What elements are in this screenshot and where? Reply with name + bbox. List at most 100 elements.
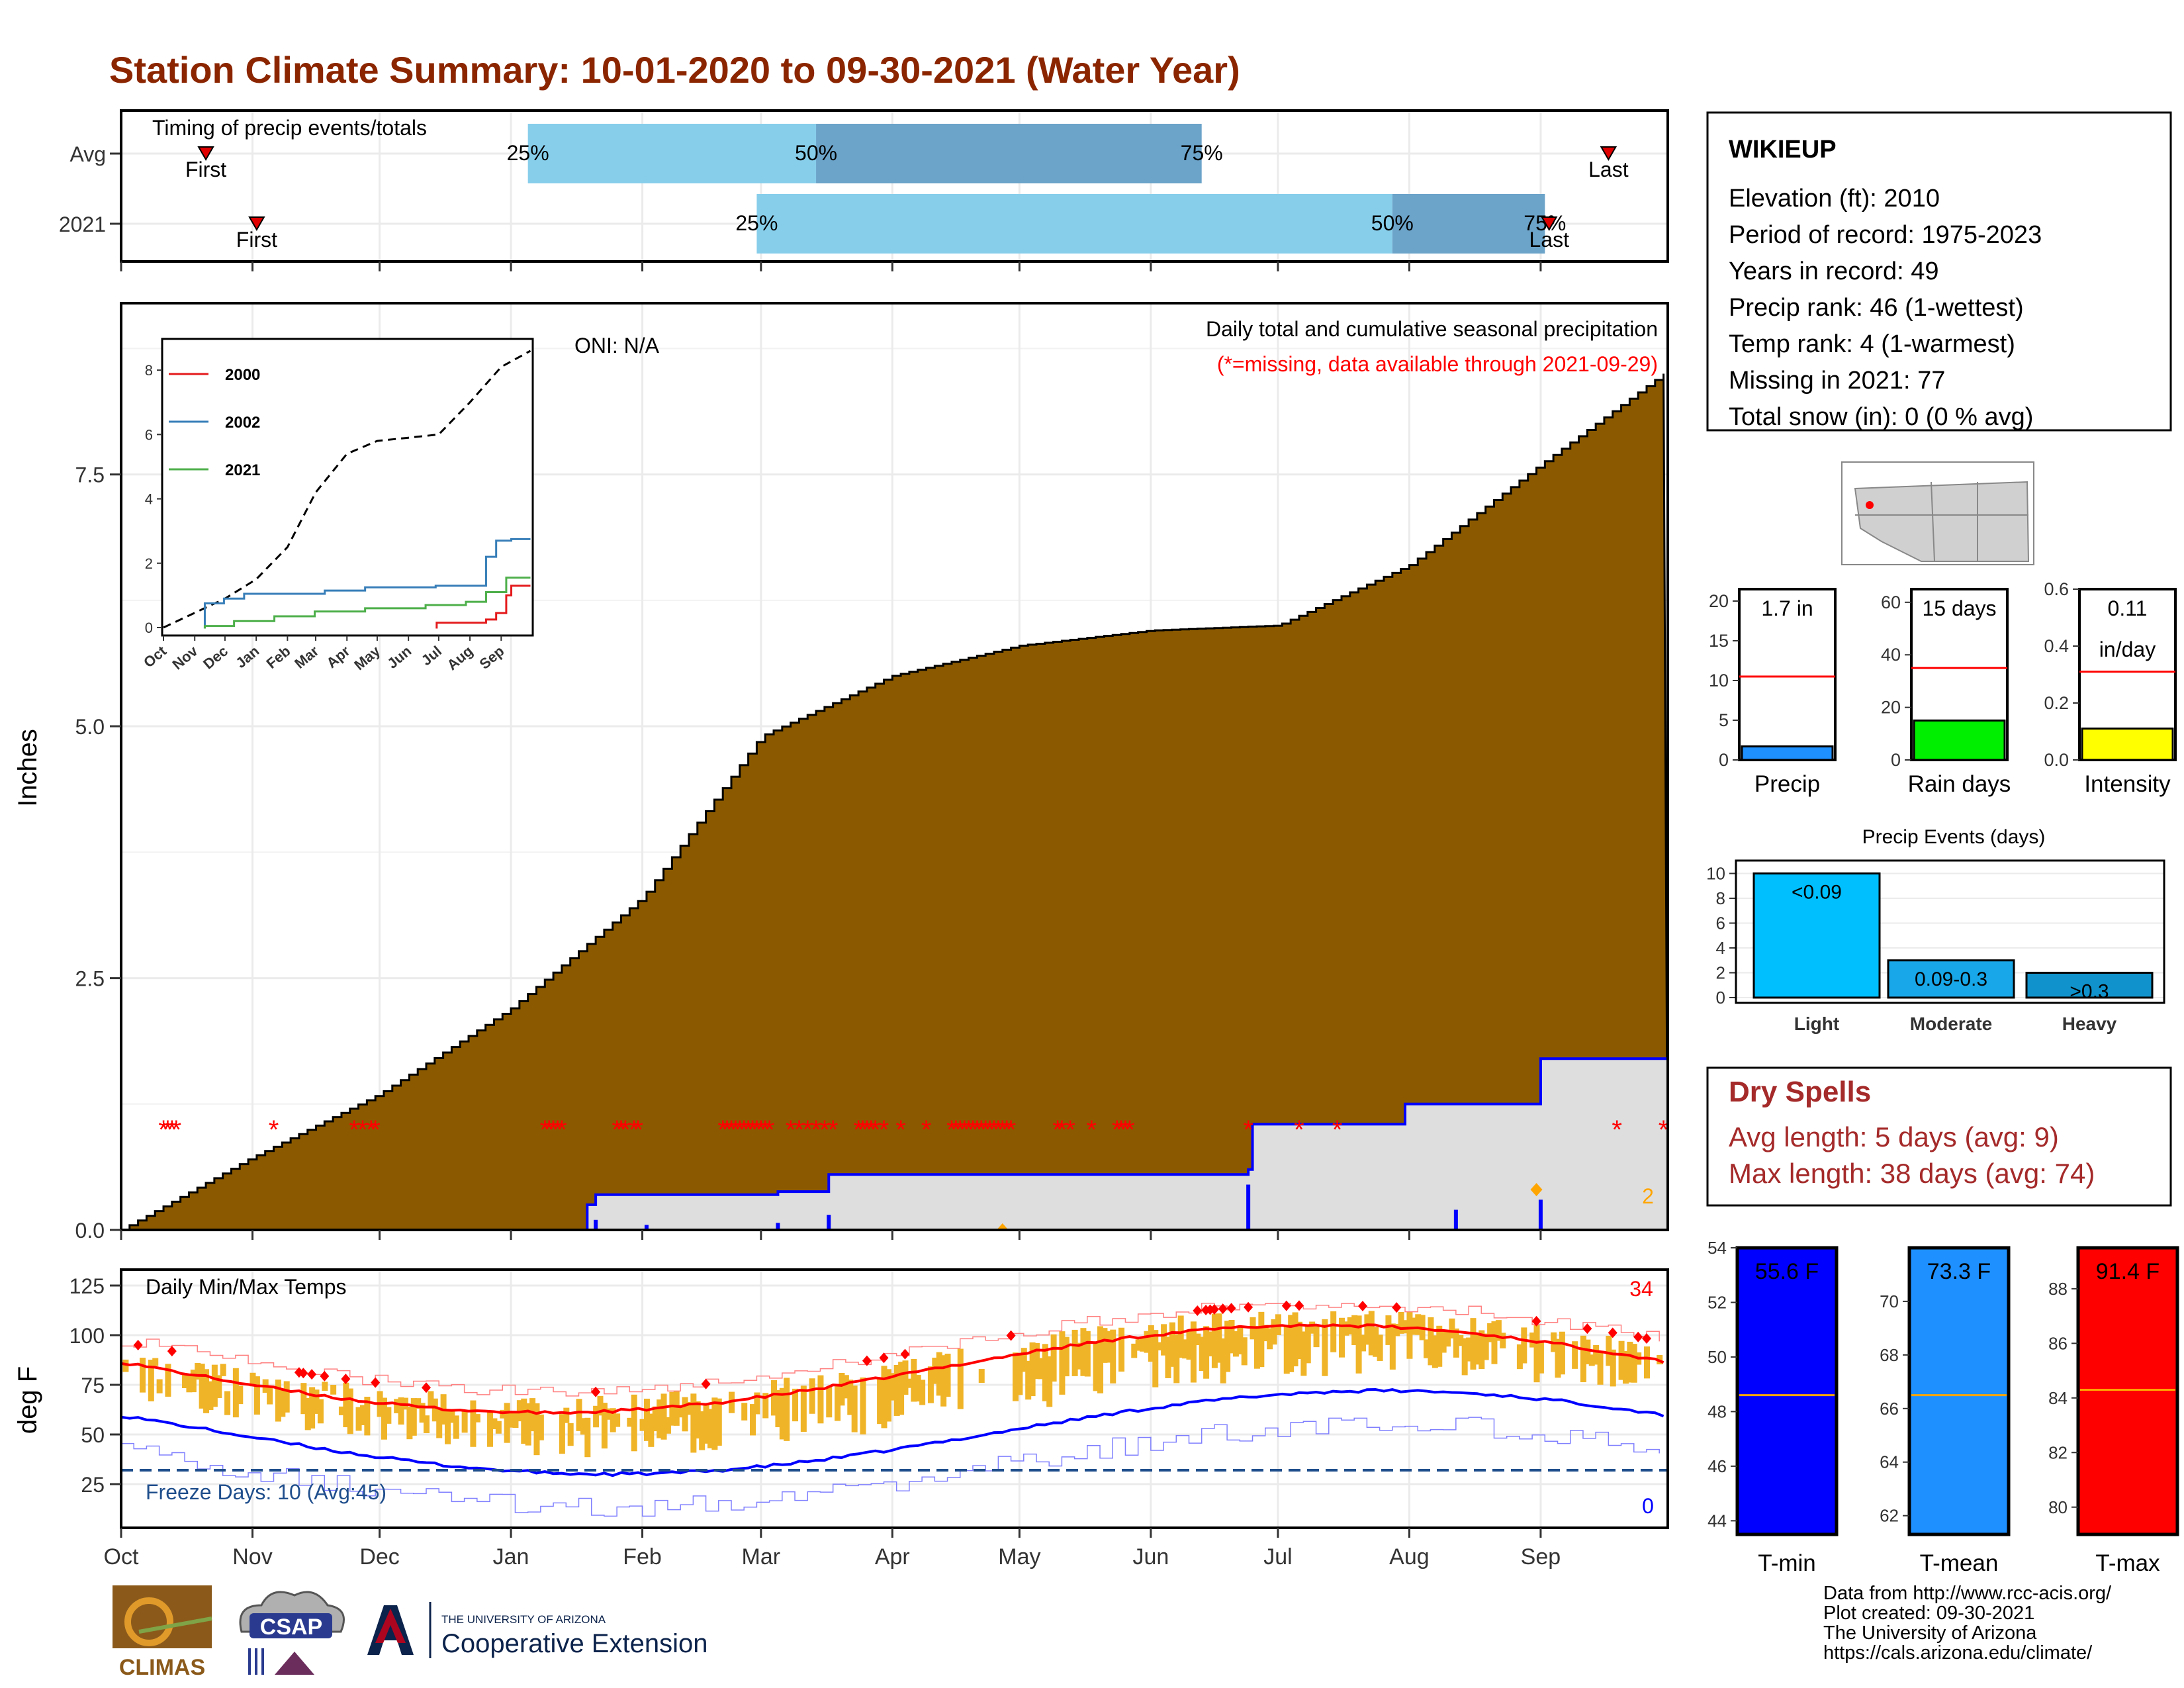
missing-marker: * [544, 1115, 555, 1145]
timing-last-label: Last [1529, 228, 1569, 252]
daily-temp-bar [1025, 1360, 1032, 1400]
missing-marker: * [726, 1115, 737, 1145]
missing-marker: * [557, 1115, 567, 1145]
temp-summary-value: 73.3 F [1927, 1259, 1991, 1284]
temp-summary-value: 55.6 F [1755, 1259, 1819, 1284]
missing-marker: * [747, 1115, 758, 1145]
daily-temp-bar [1135, 1339, 1142, 1351]
daily-temp-bar [423, 1415, 430, 1433]
daily-temp-bar [1169, 1322, 1175, 1367]
csap-logo-text: CSAP [260, 1615, 322, 1640]
daily-temp-bar [533, 1403, 540, 1456]
daily-temp-bar [156, 1379, 163, 1393]
daily-temp-bar [631, 1394, 637, 1452]
daily-temp-bar [1152, 1330, 1159, 1387]
main-y-tick-label: 2.5 [75, 967, 105, 991]
inset-y-tick-label: 4 [145, 491, 153, 508]
main-y-tick-label: 0.0 [75, 1219, 105, 1243]
record-high-marker [1006, 1330, 1016, 1341]
missing-marker: * [786, 1115, 796, 1145]
timing-25-label: 25% [735, 211, 778, 235]
timing-bar-25-50 [756, 194, 1392, 254]
inset-y-tick-label: 2 [145, 555, 153, 572]
timing-50-label: 50% [1371, 211, 1414, 235]
missing-marker: * [1112, 1115, 1122, 1145]
station-info-line: Precip rank: 46 (1-wettest) [1729, 294, 2024, 322]
daily-temp-bar [1495, 1320, 1502, 1341]
daily-temp-bar [199, 1364, 205, 1409]
daily-temp-bar [1360, 1335, 1367, 1352]
cumulative-average-area [121, 373, 1669, 1231]
daily-temp-bar [1292, 1312, 1298, 1367]
daily-temp-bar [1059, 1331, 1066, 1395]
daily-temp-bar [1220, 1338, 1226, 1383]
daily-temp-bar [537, 1414, 544, 1440]
missing-marker: * [620, 1115, 631, 1145]
daily-temp-bar [711, 1397, 718, 1450]
daily-temp-bar [512, 1412, 519, 1429]
month-label: Nov [232, 1544, 272, 1570]
daily-temp-bar [1572, 1341, 1578, 1369]
daily-temp-bar [1491, 1321, 1498, 1364]
daily-temp-bar [275, 1380, 281, 1422]
daily-temp-bar [877, 1378, 884, 1425]
event-bar [2025, 972, 2154, 999]
daily-temp-bar [1165, 1336, 1171, 1378]
missing-marker: * [1006, 1115, 1017, 1145]
dry-spells-title: Dry Spells [1729, 1076, 1871, 1108]
daily-temp-bar [1173, 1334, 1180, 1383]
daily-temp-bar [771, 1380, 778, 1416]
month-label: Jul [1263, 1544, 1292, 1570]
ua-big-text: Cooperative Extension [441, 1629, 707, 1658]
daily-temp-bar [1033, 1342, 1040, 1380]
daily-temp-bar [576, 1399, 582, 1431]
daily-temp-bar [1482, 1333, 1489, 1360]
daily-temp-bar [1516, 1344, 1523, 1370]
missing-marker: * [633, 1115, 643, 1145]
ua-a-inner-icon [375, 1609, 406, 1643]
daily-temp-bar [1457, 1335, 1464, 1346]
daily-temp-bar [1643, 1346, 1650, 1379]
event-bar [1752, 872, 1881, 999]
daily-temp-bar [211, 1364, 218, 1407]
cumulative-2021-line [121, 1057, 1668, 1231]
summary-bar-value [1913, 719, 2006, 761]
daily-temp-bar [491, 1418, 498, 1429]
daily-temp-bar [898, 1362, 905, 1415]
climas-sun-icon [124, 1597, 173, 1646]
summary-bar-value [2081, 727, 2174, 761]
daily-temp-bar [1385, 1315, 1392, 1345]
daily-temp-bar [1428, 1317, 1434, 1366]
station-info-line: Years in record: 49 [1729, 258, 1939, 285]
daily-temp-bar [889, 1373, 896, 1401]
daily-temp-bar [1432, 1335, 1438, 1368]
daily-temp-bar [182, 1373, 189, 1388]
daily-temp-bar [893, 1365, 900, 1416]
daily-temp-bar [148, 1360, 154, 1401]
temp-summary-y-tick-label: 64 [1880, 1452, 1899, 1472]
missing-marker: * [972, 1115, 983, 1145]
daily-temp-bar [1479, 1330, 1485, 1370]
summary-y-tick-label: 20 [1881, 698, 1901, 718]
daily-temp-bar [881, 1366, 887, 1429]
summary-y-tick-label: 5 [1719, 710, 1729, 730]
record-marker [1530, 1183, 1543, 1197]
page-title: Station Climate Summary: 10-01-2020 to 0… [109, 49, 1240, 91]
daily-temp-bar [1161, 1324, 1167, 1356]
daily-temp-bar [190, 1370, 197, 1393]
daily-temp-bar [1216, 1313, 1222, 1363]
inset-y-tick-label: 6 [145, 426, 153, 443]
timing-bar-50-75 [816, 124, 1202, 183]
daily-temp-bar [381, 1397, 387, 1440]
map-border [1931, 481, 1935, 562]
daily-temp-bar [1631, 1344, 1637, 1383]
record-high-marker [1218, 1303, 1228, 1315]
daily-temp-bar [584, 1417, 591, 1458]
daily-temp-bar [1537, 1340, 1544, 1374]
summary-bar-label: Precip [1754, 771, 1820, 797]
daily-max-count: 2 [1642, 1184, 1654, 1208]
daily-temp-bar [1186, 1331, 1193, 1360]
daily-temp-bar [1398, 1311, 1404, 1334]
record-high-marker [320, 1370, 330, 1382]
